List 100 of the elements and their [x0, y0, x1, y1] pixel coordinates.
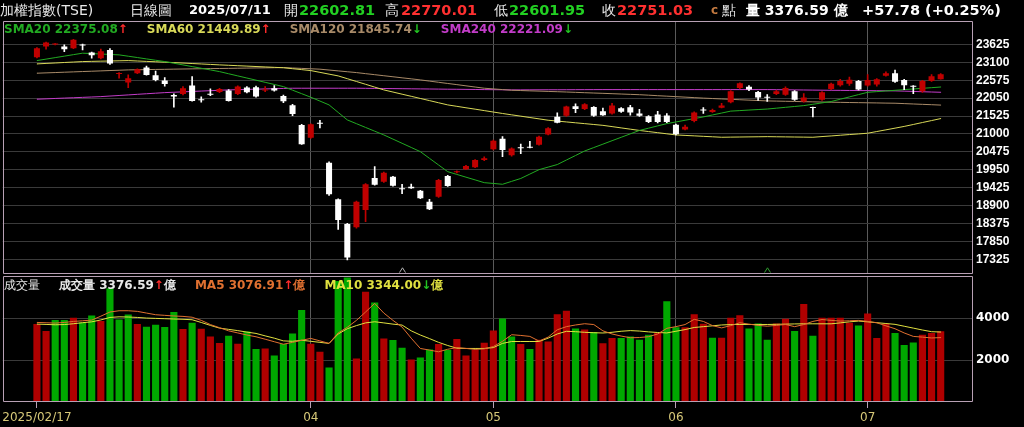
- bar: [845, 322, 853, 402]
- y-tick-label: 21000: [976, 126, 1010, 141]
- y-tick-label: 22575: [976, 72, 1010, 87]
- bar: [873, 338, 881, 402]
- bar: [179, 329, 187, 402]
- bar: [754, 323, 762, 402]
- bar: [270, 355, 278, 402]
- y-tick-label: 23100: [976, 54, 1010, 69]
- bar: [261, 348, 269, 402]
- bar: [544, 341, 552, 402]
- text: 22751.03: [617, 1, 694, 19]
- bar: [489, 330, 497, 402]
- chart-title: 成交量: [4, 278, 40, 292]
- bar: [352, 358, 360, 402]
- bar: [60, 320, 68, 402]
- candlestick: [116, 72, 123, 79]
- candlestick: [517, 143, 524, 155]
- bar: [699, 323, 707, 402]
- bar: [42, 331, 50, 402]
- bar: [918, 334, 926, 402]
- bar: [453, 339, 461, 402]
- bar: [900, 344, 908, 402]
- bar: [206, 336, 214, 402]
- bar: [763, 339, 771, 402]
- bar: [398, 347, 406, 402]
- bar: [407, 359, 415, 402]
- bar: [864, 313, 872, 402]
- y-tick-label: 17850: [976, 233, 1010, 248]
- bar: [590, 331, 598, 402]
- y-tick-label: 22050: [976, 90, 1010, 105]
- y-tick-label: 18900: [976, 197, 1010, 212]
- bar: [106, 288, 114, 402]
- bar: [571, 328, 580, 402]
- x-tick-label: 04: [303, 410, 319, 425]
- bar: [672, 327, 680, 402]
- bar: [498, 318, 507, 402]
- bar: [882, 323, 890, 402]
- bar: [708, 337, 717, 402]
- bar: [745, 328, 753, 402]
- text: 低: [494, 1, 508, 19]
- bar: [535, 339, 543, 402]
- bar: [581, 329, 589, 402]
- bar: [124, 314, 132, 402]
- bar: [243, 331, 251, 402]
- bar: [736, 315, 744, 402]
- bar: [608, 338, 616, 402]
- bar: [937, 331, 945, 402]
- text: MA5 3076.91↑億: [194, 278, 306, 292]
- y-tick-label: 19425: [976, 180, 1010, 194]
- text: 開: [284, 1, 298, 19]
- text: c: [711, 2, 719, 19]
- y-tick-label: 19950: [976, 162, 1010, 177]
- bar: [818, 317, 826, 402]
- bar: [508, 336, 516, 402]
- bar: [380, 338, 388, 402]
- chart-title: 加權指數(TSE): [0, 1, 94, 19]
- bar: [791, 330, 799, 402]
- bar: [79, 322, 87, 402]
- bar: [553, 314, 561, 402]
- bar: [51, 320, 59, 402]
- series-label: SMA20 22375.08↑: [4, 22, 128, 36]
- bar: [562, 310, 570, 402]
- bar: [252, 349, 260, 402]
- bar: [316, 351, 324, 402]
- bar: [854, 325, 863, 402]
- bar: [234, 343, 242, 402]
- bar: [781, 318, 790, 402]
- y-tick-label: 18375: [976, 215, 1010, 230]
- candlestick: [764, 94, 771, 102]
- bar: [645, 334, 653, 402]
- bar: [617, 338, 625, 402]
- candlestick: [316, 119, 323, 129]
- candlestick: [910, 85, 917, 95]
- candlestick: [526, 141, 533, 149]
- bar: [772, 323, 780, 402]
- bar: [462, 355, 470, 402]
- bar: [718, 337, 726, 402]
- bar: [891, 332, 899, 402]
- y-tick-label: 23625: [976, 36, 1010, 51]
- text: 22601.95: [509, 1, 586, 19]
- bar: [215, 343, 224, 402]
- bar: [635, 339, 643, 402]
- text: 22770.01: [401, 1, 478, 19]
- bar: [517, 343, 525, 402]
- bar: [288, 333, 297, 402]
- bar: [435, 344, 443, 402]
- bar: [69, 317, 78, 402]
- annotation: 成交量 3376.59↑億: [59, 278, 176, 292]
- bar: [681, 327, 689, 402]
- bar: [307, 343, 315, 402]
- text: 22602.81: [299, 1, 376, 19]
- bar: [727, 317, 735, 402]
- bar: [298, 310, 306, 402]
- text: SMA240 22221.09↓: [440, 22, 573, 36]
- bar: [928, 332, 936, 402]
- bar: [599, 343, 607, 402]
- bar: [279, 344, 287, 402]
- y-tick-label: 17325: [976, 251, 1010, 266]
- y-tick-label: 20475: [976, 144, 1010, 159]
- bar: [133, 324, 141, 402]
